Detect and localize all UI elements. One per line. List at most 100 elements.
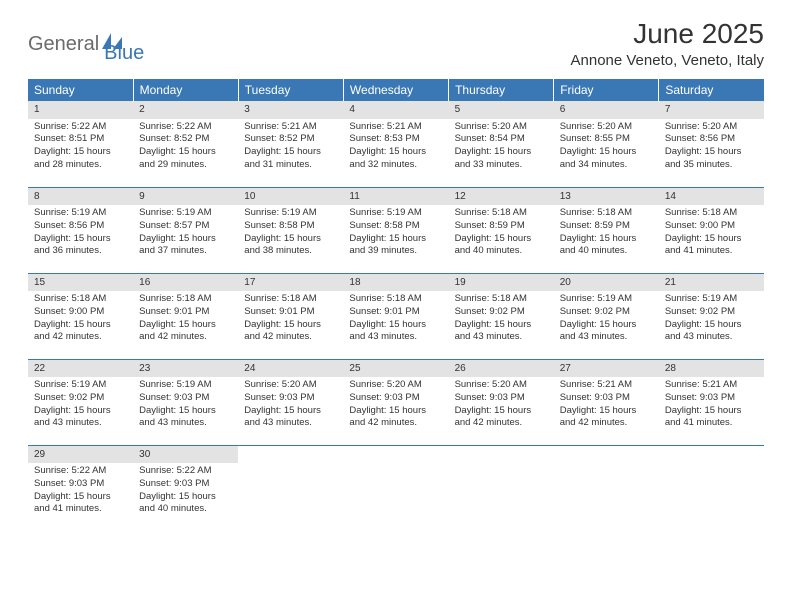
sunrise-line: Sunrise: 5:18 AM: [139, 293, 232, 306]
calendar-cell: 14Sunrise: 5:18 AMSunset: 9:00 PMDayligh…: [659, 187, 764, 273]
sunrise-line: Sunrise: 5:18 AM: [455, 293, 548, 306]
daylight-line: Daylight: 15 hours and 29 minutes.: [139, 146, 232, 172]
day-number: 13: [554, 188, 659, 206]
sunrise-line: Sunrise: 5:20 AM: [455, 379, 548, 392]
sunrise-line: Sunrise: 5:22 AM: [139, 465, 232, 478]
day-details: Sunrise: 5:20 AMSunset: 9:03 PMDaylight:…: [238, 379, 343, 434]
day-details: Sunrise: 5:20 AMSunset: 9:03 PMDaylight:…: [449, 379, 554, 434]
calendar-cell: 3Sunrise: 5:21 AMSunset: 8:52 PMDaylight…: [238, 101, 343, 187]
day-number: 24: [238, 360, 343, 378]
calendar-cell: [659, 445, 764, 531]
sunset-line: Sunset: 9:02 PM: [560, 306, 653, 319]
calendar-cell: 12Sunrise: 5:18 AMSunset: 8:59 PMDayligh…: [449, 187, 554, 273]
day-details: Sunrise: 5:19 AMSunset: 8:56 PMDaylight:…: [28, 207, 133, 262]
weekday-header: Monday: [133, 79, 238, 101]
sunrise-line: Sunrise: 5:21 AM: [560, 379, 653, 392]
calendar-cell: 6Sunrise: 5:20 AMSunset: 8:55 PMDaylight…: [554, 101, 659, 187]
day-details: Sunrise: 5:21 AMSunset: 8:52 PMDaylight:…: [238, 121, 343, 176]
daylight-line: Daylight: 15 hours and 42 minutes.: [139, 319, 232, 345]
day-details: Sunrise: 5:18 AMSunset: 9:02 PMDaylight:…: [449, 293, 554, 348]
day-number: 27: [554, 360, 659, 378]
day-number: 4: [343, 101, 448, 119]
sunset-line: Sunset: 8:56 PM: [665, 133, 758, 146]
calendar-cell: [343, 445, 448, 531]
calendar-cell: 7Sunrise: 5:20 AMSunset: 8:56 PMDaylight…: [659, 101, 764, 187]
daylight-line: Daylight: 15 hours and 34 minutes.: [560, 146, 653, 172]
calendar-cell: 17Sunrise: 5:18 AMSunset: 9:01 PMDayligh…: [238, 273, 343, 359]
daylight-line: Daylight: 15 hours and 43 minutes.: [244, 405, 337, 431]
day-details: Sunrise: 5:18 AMSunset: 8:59 PMDaylight:…: [449, 207, 554, 262]
day-number: 23: [133, 360, 238, 378]
sunset-line: Sunset: 8:51 PM: [34, 133, 127, 146]
logo: General Blue: [28, 24, 144, 65]
day-details: Sunrise: 5:21 AMSunset: 9:03 PMDaylight:…: [659, 379, 764, 434]
weekday-header: Wednesday: [343, 79, 448, 101]
day-details: Sunrise: 5:18 AMSunset: 9:01 PMDaylight:…: [133, 293, 238, 348]
sunrise-line: Sunrise: 5:19 AM: [139, 379, 232, 392]
sunset-line: Sunset: 8:59 PM: [560, 220, 653, 233]
daylight-line: Daylight: 15 hours and 42 minutes.: [560, 405, 653, 431]
month-title: June 2025: [571, 18, 765, 50]
weekday-header: Thursday: [449, 79, 554, 101]
sunrise-line: Sunrise: 5:19 AM: [665, 293, 758, 306]
day-number: 11: [343, 188, 448, 206]
calendar-cell: 2 Sunrise: 5:22 AMSunset: 8:52 PMDaylight…: [133, 101, 238, 187]
calendar-cell: 25Sunrise: 5:20 AMSunset: 9:03 PMDayligh…: [343, 359, 448, 445]
daylight-line: Daylight: 15 hours and 41 minutes.: [34, 491, 127, 517]
sunrise-line: Sunrise: 5:22 AM: [34, 465, 127, 478]
sunset-line: Sunset: 9:03 PM: [34, 478, 127, 491]
sunset-line: Sunset: 9:00 PM: [34, 306, 127, 319]
sunset-line: Sunset: 8:58 PM: [349, 220, 442, 233]
sunrise-line: Sunrise: 5:18 AM: [455, 207, 548, 220]
weekday-header: Saturday: [659, 79, 764, 101]
calendar-cell: 29Sunrise: 5:22 AMSunset: 9:03 PMDayligh…: [28, 445, 133, 531]
sunset-line: Sunset: 9:03 PM: [139, 478, 232, 491]
day-details: Sunrise: 5:20 AMSunset: 8:54 PMDaylight:…: [449, 121, 554, 176]
sunrise-line: Sunrise: 5:20 AM: [560, 121, 653, 134]
sunset-line: Sunset: 8:53 PM: [349, 133, 442, 146]
day-details: Sunrise: 5:19 AMSunset: 8:58 PMDaylight:…: [343, 207, 448, 262]
daylight-line: Daylight: 15 hours and 42 minutes.: [455, 405, 548, 431]
weekday-header: Friday: [554, 79, 659, 101]
sunrise-line: Sunrise: 5:18 AM: [34, 293, 127, 306]
day-details: Sunrise: 5:18 AMSunset: 9:01 PMDaylight:…: [343, 293, 448, 348]
daylight-line: Daylight: 15 hours and 42 minutes.: [34, 319, 127, 345]
sunset-line: Sunset: 8:52 PM: [244, 133, 337, 146]
calendar-cell: 26Sunrise: 5:20 AMSunset: 9:03 PMDayligh…: [449, 359, 554, 445]
daylight-line: Daylight: 15 hours and 39 minutes.: [349, 233, 442, 259]
day-details: Sunrise: 5:19 AMSunset: 8:57 PMDaylight:…: [133, 207, 238, 262]
sunset-line: Sunset: 9:01 PM: [349, 306, 442, 319]
sunset-line: Sunset: 8:54 PM: [455, 133, 548, 146]
sunset-line: Sunset: 9:00 PM: [665, 220, 758, 233]
day-number: 14: [659, 188, 764, 206]
daylight-line: Daylight: 15 hours and 37 minutes.: [139, 233, 232, 259]
daylight-line: Daylight: 15 hours and 40 minutes.: [455, 233, 548, 259]
daylight-line: Daylight: 15 hours and 43 minutes.: [665, 319, 758, 345]
sunrise-line: Sunrise: 5:22 AM: [139, 121, 232, 134]
calendar-cell: 15Sunrise: 5:18 AMSunset: 9:00 PMDayligh…: [28, 273, 133, 359]
location: Annone Veneto, Veneto, Italy: [571, 52, 765, 69]
day-number: 5: [449, 101, 554, 119]
sunset-line: Sunset: 9:03 PM: [560, 392, 653, 405]
day-number: 2: [133, 101, 238, 119]
logo-word-2: Blue: [104, 42, 144, 65]
daylight-line: Daylight: 15 hours and 33 minutes.: [455, 146, 548, 172]
calendar-cell: 5 Sunrise: 5:20 AMSunset: 8:54 PMDaylight…: [449, 101, 554, 187]
sunrise-line: Sunrise: 5:19 AM: [139, 207, 232, 220]
day-details: Sunrise: 5:19 AMSunset: 9:02 PMDaylight:…: [659, 293, 764, 348]
day-details: Sunrise: 5:22 AMSunset: 9:03 PMDaylight:…: [133, 465, 238, 520]
daylight-line: Daylight: 15 hours and 40 minutes.: [560, 233, 653, 259]
sunset-line: Sunset: 9:01 PM: [244, 306, 337, 319]
calendar-cell: 27Sunrise: 5:21 AMSunset: 9:03 PMDayligh…: [554, 359, 659, 445]
calendar-table: SundayMondayTuesdayWednesdayThursdayFrid…: [28, 79, 764, 531]
day-details: Sunrise: 5:19 AMSunset: 8:58 PMDaylight:…: [238, 207, 343, 262]
sunset-line: Sunset: 8:58 PM: [244, 220, 337, 233]
sunrise-line: Sunrise: 5:19 AM: [34, 207, 127, 220]
calendar-row: 8Sunrise: 5:19 AMSunset: 8:56 PMDaylight…: [28, 187, 764, 273]
sunrise-line: Sunrise: 5:21 AM: [349, 121, 442, 134]
sunset-line: Sunset: 9:03 PM: [455, 392, 548, 405]
calendar-cell: 22Sunrise: 5:19 AMSunset: 9:02 PMDayligh…: [28, 359, 133, 445]
daylight-line: Daylight: 15 hours and 32 minutes.: [349, 146, 442, 172]
day-details: Sunrise: 5:22 AMSunset: 8:52 PMDaylight:…: [133, 121, 238, 176]
daylight-line: Daylight: 15 hours and 28 minutes.: [34, 146, 127, 172]
